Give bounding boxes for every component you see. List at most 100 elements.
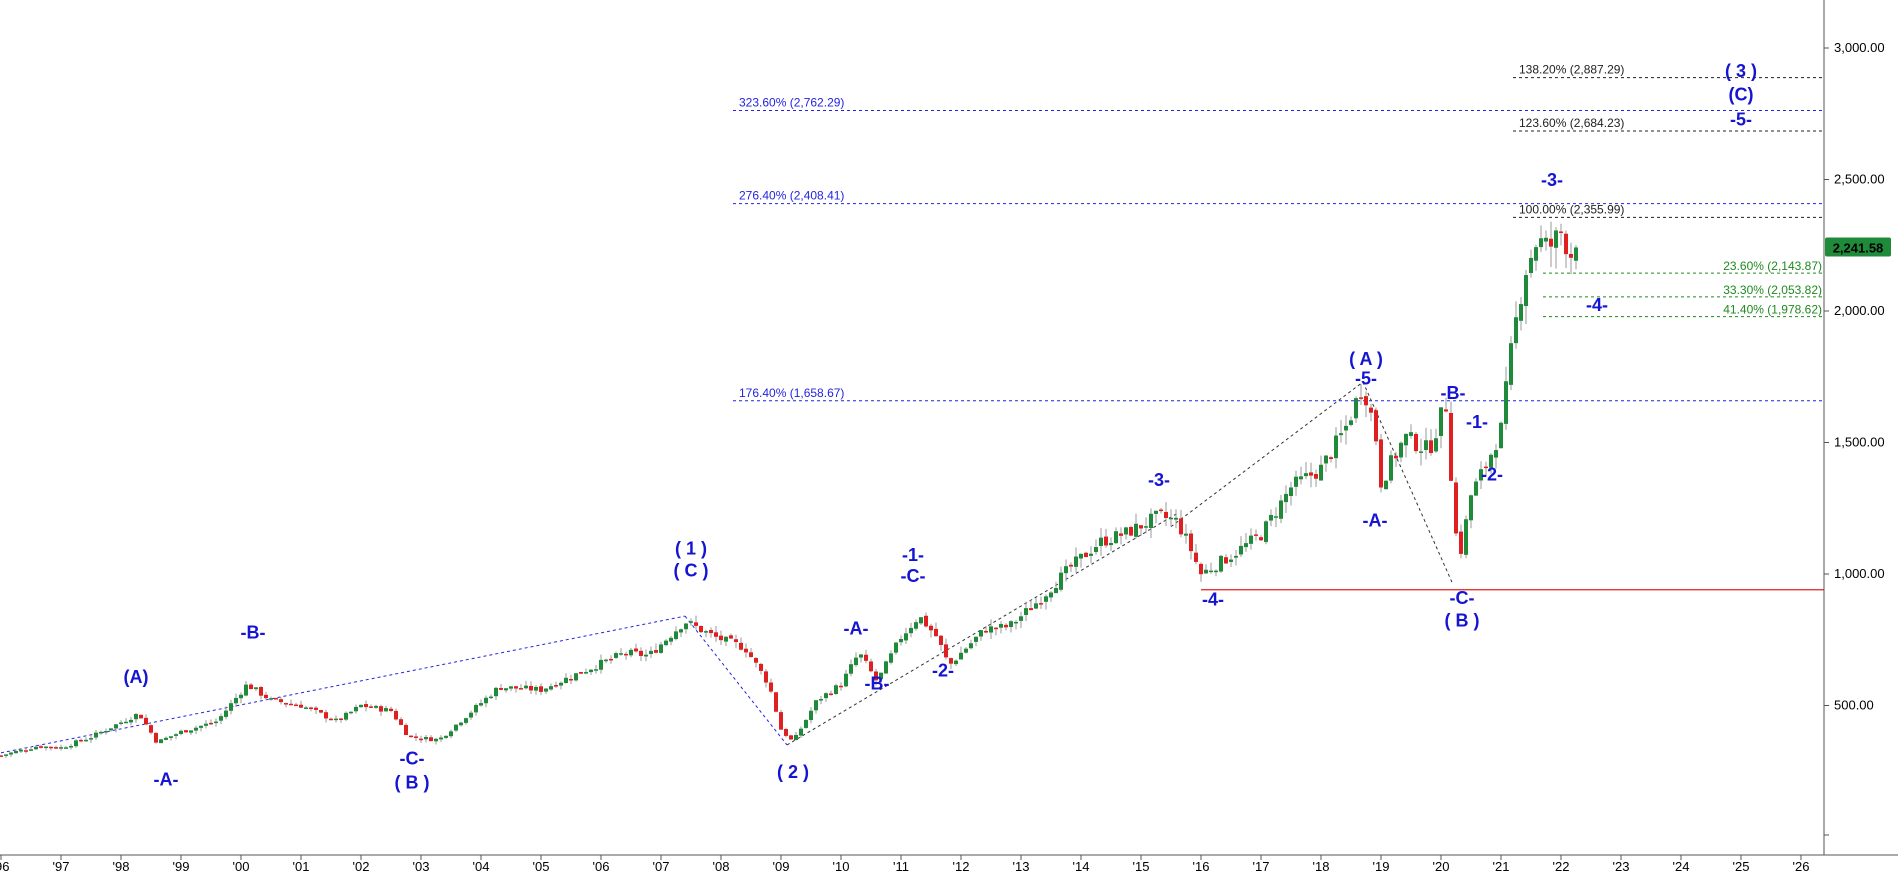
candle-up: [664, 640, 668, 646]
candle-down: [39, 746, 43, 748]
time-tick-label: '25: [1733, 859, 1750, 873]
candle-down: [1379, 439, 1383, 488]
candle-up: [849, 664, 853, 674]
candle-down: [404, 724, 408, 736]
candle-down: [249, 684, 253, 690]
candle-up: [179, 730, 183, 734]
time-tick-label: '12: [953, 859, 970, 873]
candle-down: [749, 652, 753, 658]
candle-up: [194, 727, 198, 731]
candle-up: [29, 749, 33, 751]
candle-up: [229, 703, 233, 711]
candle-down: [414, 736, 418, 738]
time-tick-label: '01: [293, 859, 310, 873]
wave-label: -1-: [1466, 412, 1488, 432]
candle-up: [804, 719, 808, 728]
candle-down: [709, 629, 713, 634]
candle-up: [1409, 432, 1413, 436]
candle-up: [474, 704, 478, 713]
candle-down: [184, 730, 188, 733]
candle-down: [1084, 552, 1088, 558]
candle-up: [814, 700, 818, 711]
candle-up: [904, 633, 908, 641]
time-axis[interactable]: '96 '97 '98 '99 '00 '01 '02 '03 '04 '05 '06 '07 '08 '…: [0, 854, 1898, 873]
candle-up: [674, 631, 678, 640]
candle-down: [389, 708, 393, 711]
candle-down: [1394, 455, 1398, 459]
candle-up: [1134, 523, 1138, 537]
candle-up: [1034, 603, 1038, 609]
candle-up: [224, 710, 228, 717]
candle-up: [354, 706, 358, 712]
candle-down: [634, 648, 638, 652]
candle-up: [359, 704, 363, 708]
time-tick-label: '04: [473, 859, 490, 873]
candle-down: [409, 735, 413, 738]
candle-down: [324, 712, 328, 719]
candle-up: [374, 705, 378, 708]
time-tick-label: '24: [1673, 859, 1690, 873]
time-tick-label: '14: [1073, 859, 1090, 873]
candle-up: [1239, 545, 1243, 555]
candle-down: [864, 654, 868, 661]
candle-down: [519, 688, 523, 690]
wave-label: -A-: [844, 618, 869, 638]
candle-up: [469, 712, 473, 718]
candle-up: [44, 746, 48, 749]
wave-label: (C): [1729, 85, 1754, 105]
time-tick-label: '07: [653, 859, 670, 873]
time-tick-label: '03: [413, 859, 430, 873]
candle-down: [984, 630, 988, 633]
fib-level-label: 323.60% (2,762.29): [739, 96, 844, 110]
time-tick-label: '16: [1193, 859, 1210, 873]
candle-up: [899, 639, 903, 643]
candle-up: [204, 723, 208, 726]
wave-label: -B-: [1441, 383, 1466, 403]
candle-down: [569, 678, 573, 681]
time-tick-label: '98: [113, 859, 130, 873]
candle-up: [1299, 476, 1303, 480]
candle-up: [884, 661, 888, 674]
wave-label: -A-: [1363, 511, 1388, 531]
candle-down: [1314, 473, 1318, 479]
candle-up: [94, 732, 98, 738]
wave-label: ( 2 ): [777, 762, 809, 782]
candle-down: [1459, 531, 1463, 554]
candle-up: [74, 740, 78, 747]
candle-down: [429, 737, 433, 742]
candle-up: [1249, 535, 1253, 544]
candle-up: [799, 728, 803, 736]
candle-up: [1324, 455, 1328, 464]
wave-label: -5-: [1730, 110, 1752, 130]
candle-down: [154, 732, 158, 743]
candle-up: [564, 677, 568, 684]
price-tick-label: 3,000.00: [1834, 40, 1885, 55]
candle-up: [1049, 592, 1053, 598]
candle-down: [499, 687, 503, 690]
candle-down: [539, 686, 543, 692]
candle-up: [434, 738, 438, 742]
candle-up: [1349, 420, 1353, 425]
time-tick-label: '17: [1253, 859, 1270, 873]
candle-up: [234, 697, 238, 704]
wave-label: -1-: [902, 545, 924, 565]
candle-down: [609, 658, 613, 661]
candle-up: [334, 718, 338, 721]
candle-up: [1089, 553, 1093, 556]
wave-label: -B-: [865, 674, 890, 694]
price-axis[interactable]: 500.00 1,000.00 1,500.00 2,000.00 2,500.00 3,…: [1823, 0, 1885, 855]
candle-down: [149, 725, 153, 733]
candle-up: [1074, 556, 1078, 567]
candle-up: [889, 653, 893, 663]
candle-up: [1234, 555, 1238, 558]
candle-up: [1294, 476, 1298, 487]
candle-up: [1419, 451, 1423, 453]
candle-up: [459, 722, 463, 726]
candle-up: [1354, 398, 1358, 419]
candle-down: [839, 685, 843, 688]
candle-up: [999, 623, 1003, 628]
wave-label: -2-: [932, 661, 954, 681]
fib-level-label: 138.20% (2,887.29): [1519, 63, 1624, 77]
time-tick-label: '05: [533, 859, 550, 873]
candle-up: [894, 642, 898, 653]
